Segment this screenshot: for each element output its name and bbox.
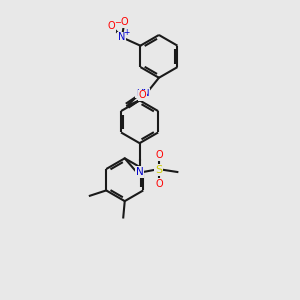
Text: O: O [155,179,163,189]
Text: S: S [155,165,163,175]
Text: O: O [139,90,146,100]
Text: HN: HN [136,89,149,98]
Text: N: N [136,167,143,177]
Text: N: N [118,32,126,42]
Text: O: O [121,17,128,27]
Text: −: − [114,18,121,27]
Text: O: O [108,21,116,31]
Text: O: O [155,150,163,160]
Text: +: + [123,28,129,38]
